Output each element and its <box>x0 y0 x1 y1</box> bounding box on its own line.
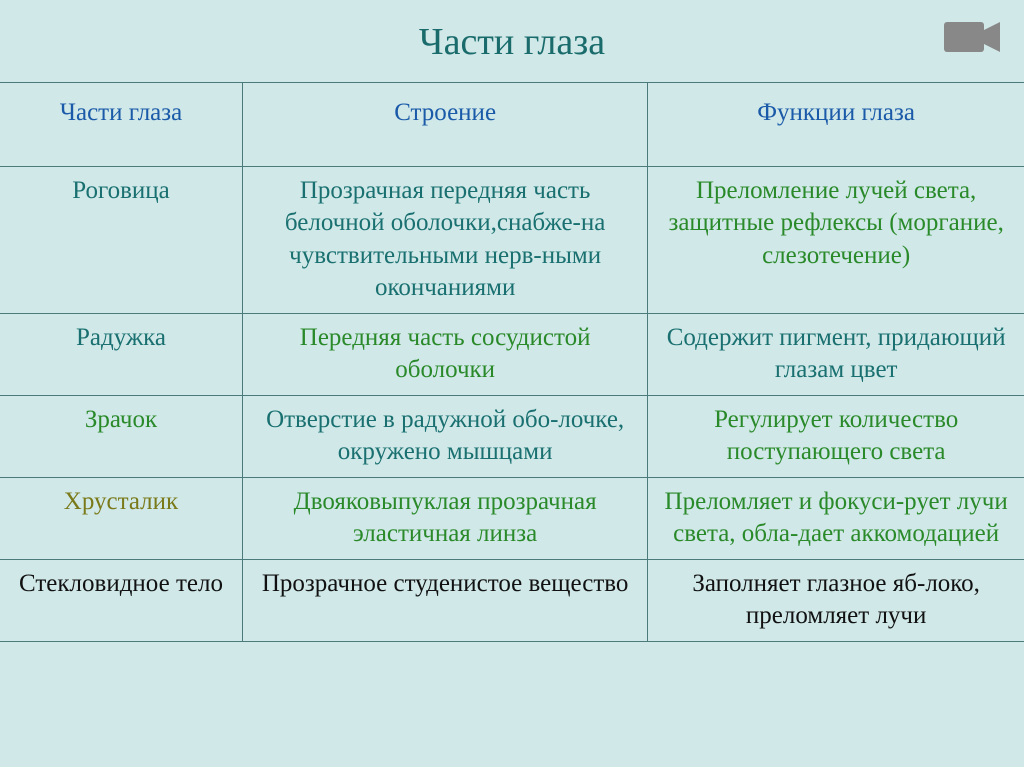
table-row: Хрусталик Двояковыпуклая прозрачная элас… <box>0 477 1024 559</box>
cell-part: Хрусталик <box>0 477 242 559</box>
cell-function: Содержит пигмент, придающий глазам цвет <box>648 313 1024 395</box>
cell-structure: Двояковыпуклая прозрачная эластичная лин… <box>242 477 647 559</box>
column-header-structure: Строение <box>242 83 647 167</box>
cell-structure: Передняя часть сосудистой оболочки <box>242 313 647 395</box>
column-header-part: Части глаза <box>0 83 242 167</box>
cell-part: Роговица <box>0 166 242 313</box>
table-row: Радужка Передняя часть сосудистой оболоч… <box>0 313 1024 395</box>
cell-part: Стекловидное тело <box>0 559 242 641</box>
cell-structure: Прозрачное студенистое вещество <box>242 559 647 641</box>
cell-function: Преломляет и фокуси-рует лучи света, обл… <box>648 477 1024 559</box>
page-title: Части глаза <box>0 0 1024 82</box>
cell-structure: Отверстие в радужной обо-лочке, окружено… <box>242 395 647 477</box>
cell-function: Регулирует количество поступающего света <box>648 395 1024 477</box>
column-header-function: Функции глаза <box>648 83 1024 167</box>
camera-icon <box>944 18 1002 56</box>
cell-function: Заполняет глазное яб-локо, преломляет лу… <box>648 559 1024 641</box>
cell-part: Радужка <box>0 313 242 395</box>
table-row: Роговица Прозрачная передняя часть белоч… <box>0 166 1024 313</box>
table-row: Стекловидное тело Прозрачное студенистое… <box>0 559 1024 641</box>
eye-parts-table: Части глаза Строение Функции глаза Рогов… <box>0 82 1024 642</box>
cell-function: Преломление лучей света, защитные рефлек… <box>648 166 1024 313</box>
cell-structure: Прозрачная передняя часть белочной оболо… <box>242 166 647 313</box>
table-row: Зрачок Отверстие в радужной обо-лочке, о… <box>0 395 1024 477</box>
cell-part: Зрачок <box>0 395 242 477</box>
